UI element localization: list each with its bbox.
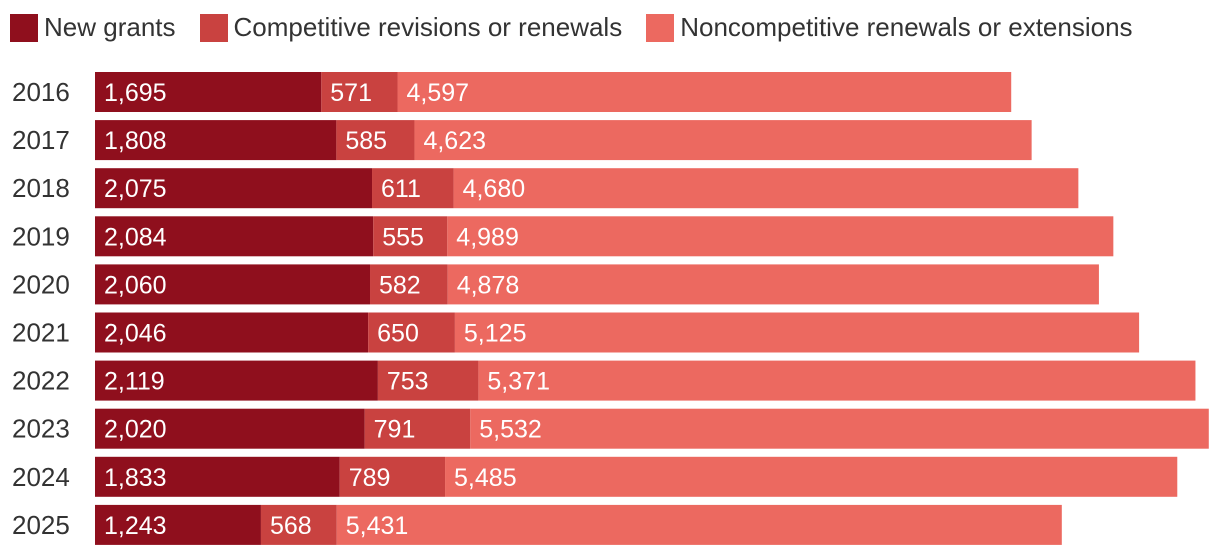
bar-segment-2020-series-0 xyxy=(95,264,371,305)
value-label-2024-series-2: 5,485 xyxy=(454,464,517,492)
bar-segment-2023-series-1 xyxy=(364,408,471,449)
bar-segment-2024-series-1 xyxy=(339,456,446,497)
year-label-2024: 2024 xyxy=(12,462,70,492)
bar-segment-2021-series-1 xyxy=(368,312,455,353)
value-label-2021-series-2: 5,125 xyxy=(464,320,527,348)
legend-item-noncompetitive: Noncompetitive renewals or extensions xyxy=(646,12,1133,43)
value-label-2018-series-2: 4,680 xyxy=(463,175,526,203)
bar-segment-2017-series-2 xyxy=(414,120,1032,161)
value-label-2017-series-2: 4,623 xyxy=(423,127,486,155)
bar-segment-2023-series-0 xyxy=(95,408,365,449)
value-label-2025-series-2: 5,431 xyxy=(346,512,409,540)
value-label-2018-series-0: 2,075 xyxy=(104,175,167,203)
bar-segment-2025-series-0 xyxy=(95,504,261,545)
bar-segment-2021-series-0 xyxy=(95,312,369,353)
value-label-2018-series-1: 611 xyxy=(381,175,421,203)
bar-segment-2019-series-1 xyxy=(373,216,448,257)
value-label-2023-series-2: 5,532 xyxy=(479,416,542,444)
bar-segment-2018-series-1 xyxy=(372,168,454,209)
bar-segment-2020-series-1 xyxy=(370,264,448,305)
bar-segment-2019-series-2 xyxy=(447,216,1114,257)
legend-label-competitive: Competitive revisions or renewals xyxy=(233,12,623,42)
bar-segment-2025-series-2 xyxy=(336,504,1062,545)
year-label-2022: 2022 xyxy=(12,366,70,396)
bar-segment-2019-series-0 xyxy=(95,216,374,257)
bar-segment-2021-series-2 xyxy=(454,312,1140,353)
bar-segment-2018-series-2 xyxy=(453,168,1079,209)
bar-segment-2016-series-0 xyxy=(95,72,322,112)
year-label-2021: 2021 xyxy=(12,318,70,348)
legend-item-new-grants: New grants xyxy=(10,12,176,43)
bar-segment-2023-series-2 xyxy=(470,408,1209,449)
legend-item-competitive: Competitive revisions or renewals xyxy=(199,12,623,43)
year-label-2025: 2025 xyxy=(12,510,70,540)
value-label-2022-series-2: 5,371 xyxy=(487,368,550,396)
year-label-2018: 2018 xyxy=(12,173,70,203)
value-label-2020-series-1: 582 xyxy=(379,271,421,299)
bar-segment-2016-series-1 xyxy=(321,72,398,112)
bar-segment-2018-series-0 xyxy=(95,168,373,209)
value-label-2025-series-1: 568 xyxy=(270,512,312,540)
value-label-2016-series-1: 571 xyxy=(330,79,372,107)
value-label-2023-series-1: 791 xyxy=(374,416,416,444)
legend-swatch-new-grants xyxy=(10,13,38,42)
bar-segment-2024-series-2 xyxy=(445,456,1178,497)
bar-segment-2025-series-1 xyxy=(260,504,337,545)
year-label-2017: 2017 xyxy=(12,125,70,155)
value-label-2019-series-0: 2,084 xyxy=(104,223,167,251)
value-label-2016-series-0: 1,695 xyxy=(104,79,167,107)
value-label-2022-series-1: 753 xyxy=(387,368,429,396)
legend-label-new-grants: New grants xyxy=(44,12,176,42)
year-label-2019: 2019 xyxy=(12,221,70,251)
bar-segment-2022-series-1 xyxy=(377,360,479,401)
value-label-2020-series-0: 2,060 xyxy=(104,271,167,299)
year-label-2016: 2016 xyxy=(12,77,70,107)
value-label-2024-series-0: 1,833 xyxy=(104,464,167,492)
value-label-2016-series-2: 4,597 xyxy=(407,79,470,107)
bar-segment-2022-series-2 xyxy=(478,360,1196,401)
value-label-2019-series-1: 555 xyxy=(382,223,424,251)
chart-legend: New grants Competitive revisions or rene… xyxy=(10,12,1133,43)
bar-segment-2017-series-1 xyxy=(336,120,415,161)
value-label-2023-series-0: 2,020 xyxy=(104,416,167,444)
bar-segment-2020-series-2 xyxy=(447,264,1099,305)
value-label-2017-series-1: 585 xyxy=(345,127,387,155)
bar-segment-2024-series-0 xyxy=(95,456,340,497)
bar-segment-2017-series-0 xyxy=(95,120,337,161)
value-label-2021-series-0: 2,046 xyxy=(104,320,167,348)
value-label-2022-series-0: 2,119 xyxy=(104,368,165,396)
value-label-2025-series-0: 1,243 xyxy=(104,512,167,540)
bar-segment-2022-series-0 xyxy=(95,360,378,401)
bar-segment-2016-series-2 xyxy=(397,72,1012,112)
legend-swatch-competitive xyxy=(199,13,228,42)
legend-label-noncompetitive: Noncompetitive renewals or extensions xyxy=(680,12,1133,42)
value-label-2020-series-2: 4,878 xyxy=(457,271,520,299)
value-label-2017-series-0: 1,808 xyxy=(104,127,167,155)
year-label-2023: 2023 xyxy=(12,414,70,444)
legend-swatch-noncompetitive xyxy=(646,13,675,42)
value-label-2019-series-2: 4,989 xyxy=(456,223,519,251)
value-label-2024-series-1: 789 xyxy=(349,464,391,492)
year-label-2020: 2020 xyxy=(12,269,70,299)
value-label-2021-series-1: 650 xyxy=(377,320,419,348)
